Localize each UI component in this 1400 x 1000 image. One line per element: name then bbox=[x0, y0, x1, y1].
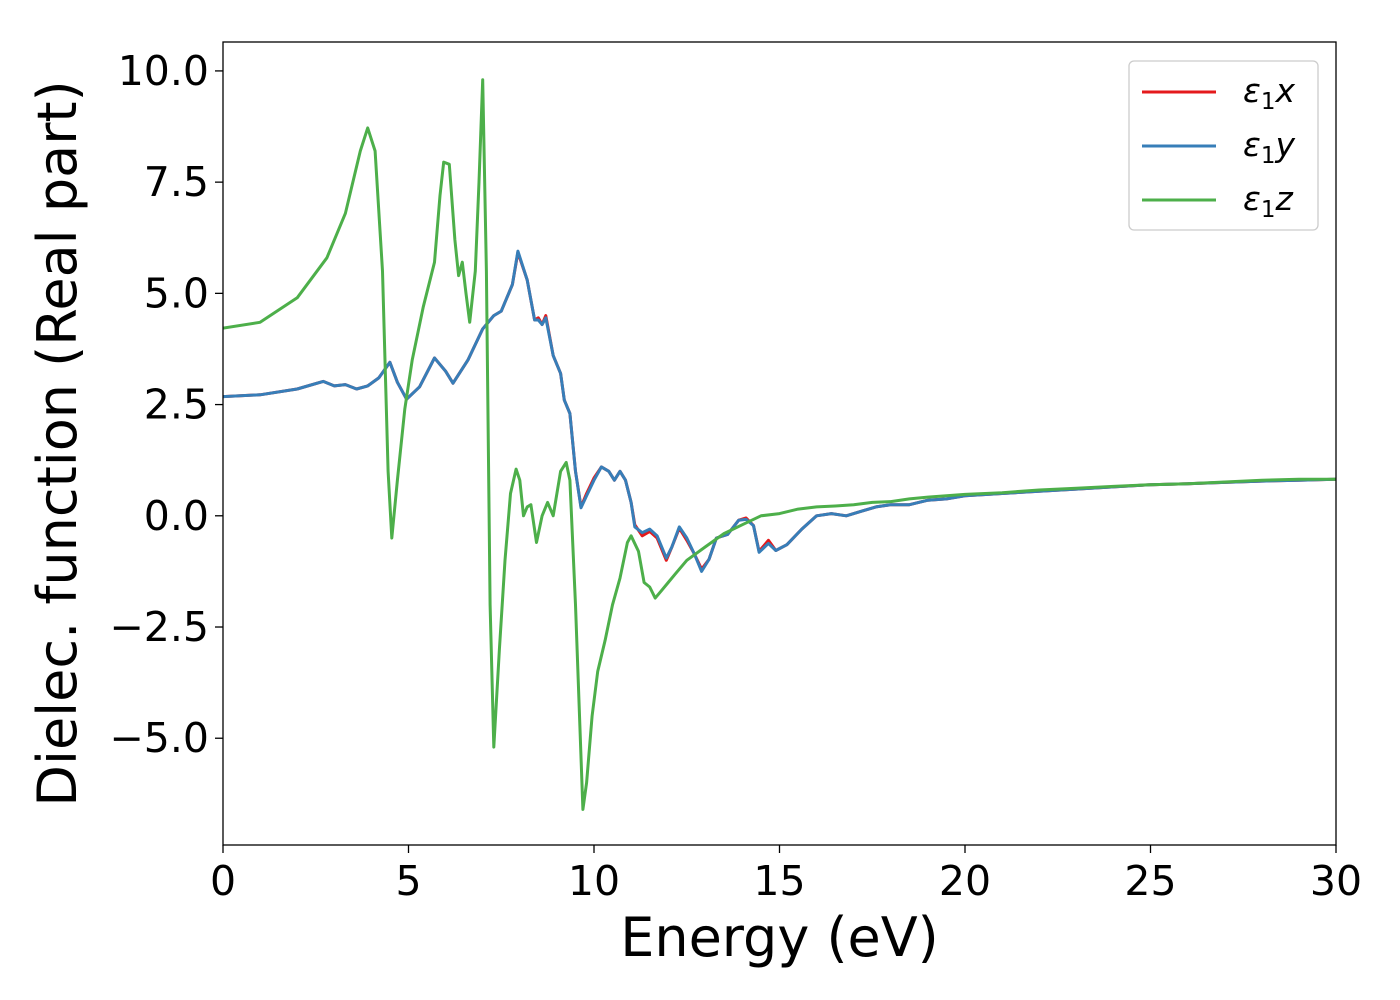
x-tick-label: 5 bbox=[395, 857, 421, 905]
legend-box bbox=[1128, 60, 1319, 231]
x-tick-label: 20 bbox=[939, 857, 991, 905]
y-tick-label: 10.0 bbox=[118, 47, 209, 95]
y-tick-label: 0.0 bbox=[144, 492, 209, 540]
x-tick-label: 10 bbox=[568, 857, 620, 905]
y-tick-label: −5.0 bbox=[109, 714, 209, 762]
legend: ε1x ε1y ε1z bbox=[1128, 60, 1319, 231]
x-tick-label: 15 bbox=[753, 857, 805, 905]
x-tick-label: 25 bbox=[1124, 857, 1176, 905]
legend-label-x: ε1x bbox=[1243, 71, 1295, 115]
x-axis-title: Energy (eV) bbox=[620, 906, 939, 969]
series-line-y bbox=[223, 249, 1336, 573]
legend-label-y: ε1y bbox=[1243, 125, 1295, 169]
series-layer bbox=[223, 78, 1336, 811]
y-tick-label: 7.5 bbox=[144, 158, 209, 206]
x-tick-label: 30 bbox=[1310, 857, 1362, 905]
x-axis-ticks: 0 5 10 15 20 25 30 bbox=[210, 845, 1362, 905]
series-line-z bbox=[223, 78, 1336, 811]
y-tick-label: 5.0 bbox=[144, 269, 209, 317]
y-axis-ticks: 10.0 7.5 5.0 2.5 0.0 −2.5 −5.0 bbox=[109, 47, 223, 762]
x-tick-label: 0 bbox=[210, 857, 236, 905]
y-axis-title: Dielec. function (Real part) bbox=[26, 80, 89, 806]
y-tick-label: −2.5 bbox=[109, 603, 209, 651]
legend-label-z: ε1z bbox=[1243, 179, 1293, 223]
y-tick-label: 2.5 bbox=[144, 381, 209, 429]
